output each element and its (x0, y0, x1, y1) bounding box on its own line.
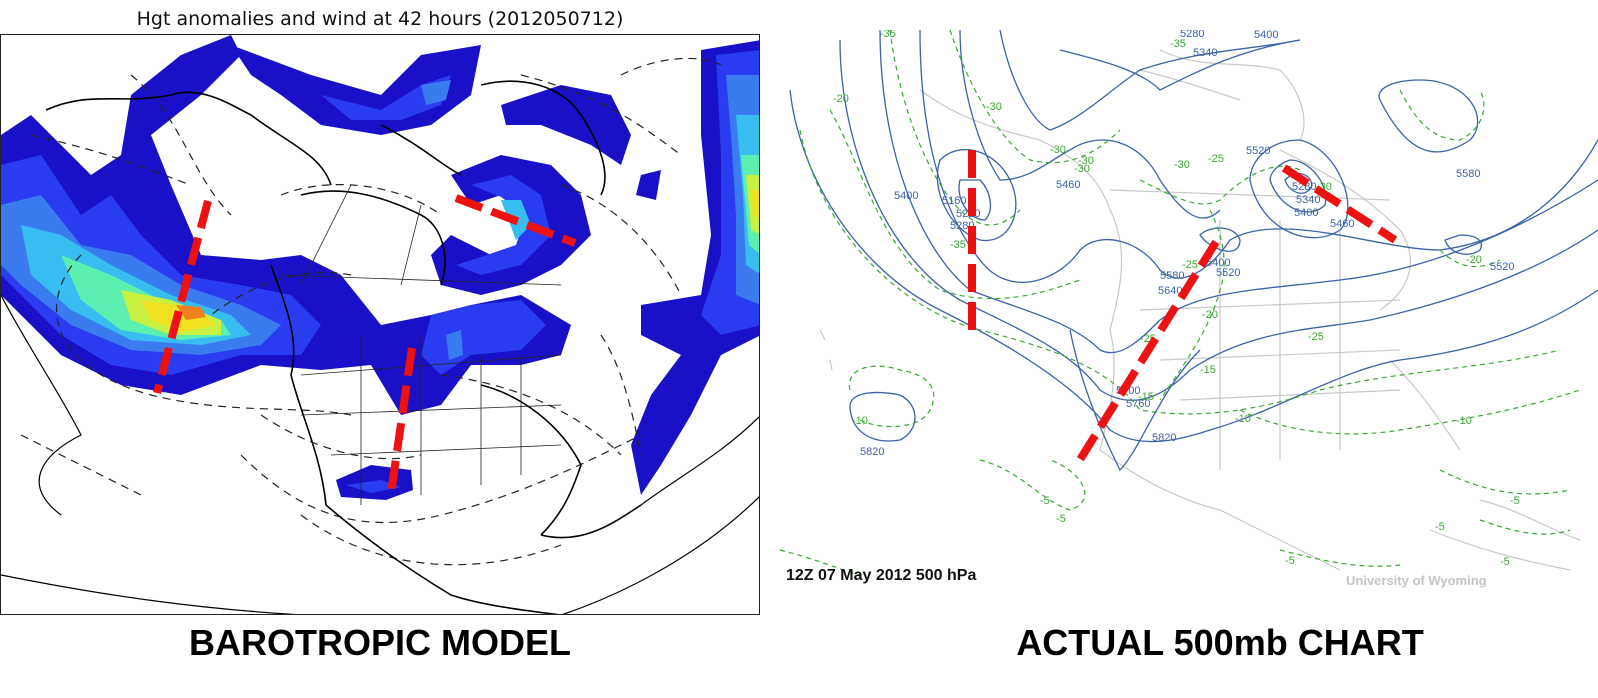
caption-barotropic-model: BAROTROPIC MODEL (189, 622, 571, 663)
svg-text:-15: -15 (1138, 391, 1154, 403)
trough-line-hudson (454, 194, 577, 247)
svg-text:-20: -20 (1202, 309, 1218, 321)
svg-text:-20: -20 (833, 93, 849, 105)
svg-text:-5: -5 (1285, 555, 1295, 567)
svg-text:-25: -25 (1308, 331, 1324, 343)
map-projection-outline (1, 294, 759, 614)
svg-text:5400: 5400 (894, 190, 918, 202)
trough-line-central-us (387, 347, 416, 494)
svg-text:5760: 5760 (1126, 398, 1150, 410)
temperature-labels: -35 -35 -30 -20 -30 -30 -30 -30 -30 -25 … (833, 30, 1520, 568)
svg-text:5160: 5160 (942, 195, 966, 207)
trough-line-western-us (1072, 239, 1220, 469)
svg-text:5820: 5820 (860, 446, 884, 458)
svg-text:5400: 5400 (1254, 30, 1278, 41)
svg-text:-35: -35 (1170, 38, 1186, 50)
geography-outline (819, 49, 1581, 571)
height-contours (789, 30, 1598, 472)
barotropic-map-graphic (1, 35, 759, 614)
svg-text:-30: -30 (1074, 163, 1090, 175)
svg-text:-35: -35 (880, 30, 896, 40)
svg-text:-20: -20 (1466, 254, 1482, 266)
svg-text:-5: -5 (1435, 521, 1445, 533)
wind-speed-fills (1, 35, 759, 500)
actual-500mb-chart-map: 5280 5340 5400 5400 5160 5220 5280 5460 … (780, 30, 1598, 600)
svg-text:-5: -5 (1056, 513, 1066, 525)
trough-axis-lines (153, 194, 577, 494)
svg-text:-5: -5 (1510, 495, 1520, 507)
svg-text:5520: 5520 (1216, 267, 1240, 279)
temperature-contours (780, 30, 1581, 576)
svg-text:-30: -30 (986, 101, 1002, 113)
svg-text:-15: -15 (1200, 364, 1216, 376)
svg-text:-35: -35 (950, 239, 966, 251)
svg-text:-10: -10 (852, 415, 868, 427)
svg-text:-5: -5 (1040, 495, 1050, 507)
svg-text:-10: -10 (1235, 413, 1251, 425)
actual-500mb-graphic: 5280 5340 5400 5400 5160 5220 5280 5460 … (780, 30, 1598, 576)
svg-text:-30: -30 (1078, 155, 1094, 167)
chart-credit-label: University of Wyoming (1346, 573, 1487, 588)
coastlines (45, 80, 642, 614)
trough-axis-lines (968, 150, 1398, 469)
barotropic-model-map (0, 34, 760, 615)
caption-actual-500mb-chart: ACTUAL 500mb CHART (1016, 622, 1424, 663)
left-chart-title: Hgt anomalies and wind at 42 hours (2012… (136, 8, 624, 30)
svg-text:-30: -30 (1174, 159, 1190, 171)
svg-text:5640: 5640 (1158, 285, 1182, 297)
svg-text:5280: 5280 (1180, 30, 1204, 40)
svg-text:5280: 5280 (1292, 181, 1316, 193)
svg-text:-30: -30 (1050, 144, 1066, 156)
height-labels: 5280 5340 5400 5400 5160 5220 5280 5460 … (860, 30, 1514, 458)
chart-timestamp-label: 12Z 07 May 2012 500 hPa (786, 567, 977, 584)
svg-text:5460: 5460 (1056, 179, 1080, 191)
political-boundaries (280, 184, 562, 505)
svg-text:5520: 5520 (1246, 145, 1270, 157)
svg-text:-5: -5 (1500, 556, 1510, 568)
svg-text:-25: -25 (1182, 259, 1198, 271)
svg-text:5340: 5340 (1296, 194, 1320, 206)
trough-line-pacific (153, 199, 212, 395)
svg-text:5460: 5460 (1330, 218, 1354, 230)
svg-text:5820: 5820 (1152, 432, 1176, 444)
trough-line-hudson (1281, 164, 1398, 244)
svg-text:5580: 5580 (1160, 270, 1184, 282)
height-anomaly-contours (20, 57, 722, 566)
svg-text:5400: 5400 (1206, 257, 1230, 269)
svg-text:5520: 5520 (1490, 261, 1514, 273)
svg-text:5400: 5400 (1294, 207, 1318, 219)
svg-text:5580: 5580 (1456, 168, 1480, 180)
svg-text:5340: 5340 (1193, 47, 1217, 59)
svg-text:-25: -25 (1208, 153, 1224, 165)
svg-text:-10: -10 (1456, 415, 1472, 427)
